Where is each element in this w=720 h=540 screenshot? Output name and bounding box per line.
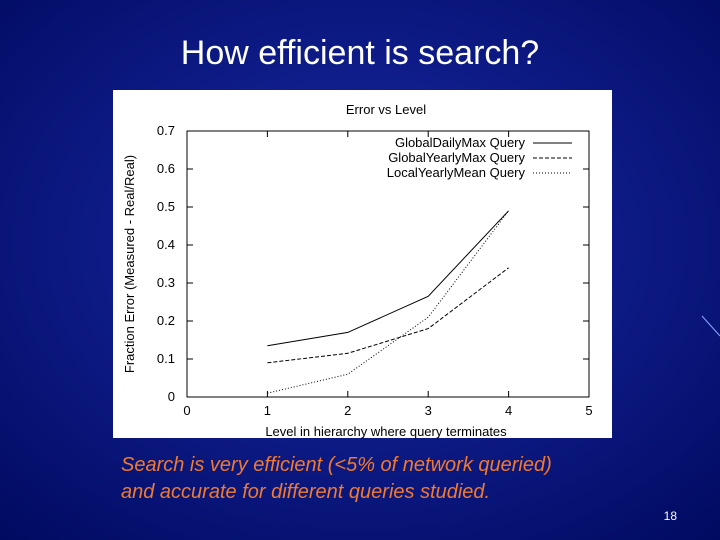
plot-frame xyxy=(186,130,590,398)
x-tick-label: 1 xyxy=(264,403,271,418)
y-tick-label: 0.5 xyxy=(157,199,175,214)
legend-label: GlobalYearlyMax Query xyxy=(388,150,525,165)
y-tick-label: 0.6 xyxy=(157,161,175,176)
x-tick-label: 2 xyxy=(344,403,351,418)
legend-label: LocalYearlyMean Query xyxy=(387,165,526,180)
chart-image xyxy=(113,90,612,438)
slide-title: How efficient is search? xyxy=(181,34,539,72)
caption-line: Search is very efficient (<5% of network… xyxy=(121,454,552,476)
y-tick-label: 0.2 xyxy=(157,313,175,328)
x-tick-label: 5 xyxy=(585,403,592,418)
y-tick-label: 0.4 xyxy=(157,237,175,252)
y-axis-label: Fraction Error (Measured - Real/Real) xyxy=(122,155,137,373)
x-tick-label: 0 xyxy=(183,403,190,418)
y-tick-label: 0.1 xyxy=(157,351,175,366)
x-tick-label: 4 xyxy=(505,403,512,418)
legend-label: GlobalDailyMax Query xyxy=(395,135,526,150)
y-tick-label: 0.7 xyxy=(157,123,175,138)
page-number: 18 xyxy=(664,509,678,523)
x-axis-label: Level in hierarchy where query terminate… xyxy=(265,424,507,439)
caption-line: and accurate for different queries studi… xyxy=(121,481,490,503)
y-tick-label: 0 xyxy=(168,389,175,404)
decoration xyxy=(701,315,720,337)
y-tick-label: 0.3 xyxy=(157,275,175,290)
x-tick-label: 3 xyxy=(425,403,432,418)
series-line xyxy=(267,210,509,347)
chart-title: Error vs Level xyxy=(346,102,426,117)
series-line xyxy=(267,267,509,364)
